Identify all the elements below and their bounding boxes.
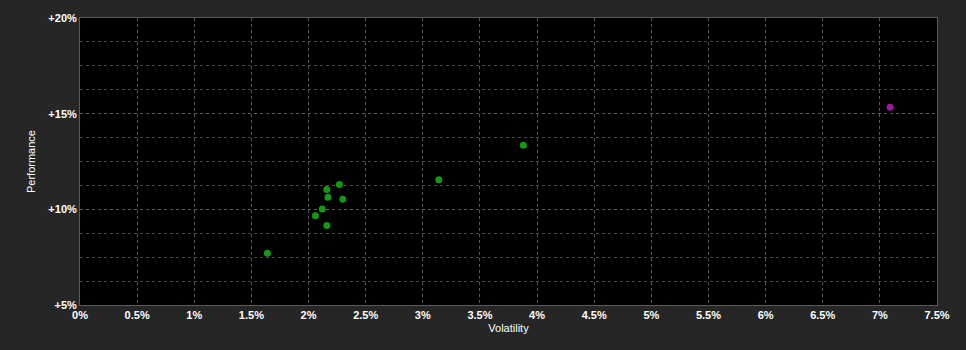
svg-text:+5%: +5% — [54, 299, 77, 311]
svg-text:7%: 7% — [872, 309, 888, 321]
svg-text:4.5%: 4.5% — [582, 309, 607, 321]
svg-text:Volatility: Volatility — [488, 322, 529, 334]
svg-text:1.5%: 1.5% — [239, 309, 264, 321]
svg-text:6.5%: 6.5% — [810, 309, 835, 321]
svg-text:+20%: +20% — [48, 12, 77, 24]
svg-text:0.5%: 0.5% — [125, 309, 150, 321]
svg-text:Performance: Performance — [25, 130, 37, 193]
svg-text:7.5%: 7.5% — [924, 309, 949, 321]
svg-text:0%: 0% — [72, 309, 88, 321]
svg-text:2%: 2% — [301, 309, 317, 321]
svg-text:+15%: +15% — [48, 108, 77, 120]
svg-text:2.5%: 2.5% — [353, 309, 378, 321]
svg-text:6%: 6% — [758, 309, 774, 321]
svg-text:3%: 3% — [415, 309, 431, 321]
svg-text:3.5%: 3.5% — [467, 309, 492, 321]
svg-text:1%: 1% — [186, 309, 202, 321]
svg-text:5.5%: 5.5% — [696, 309, 721, 321]
svg-text:5%: 5% — [643, 309, 659, 321]
svg-text:4%: 4% — [529, 309, 545, 321]
svg-text:+10%: +10% — [48, 203, 77, 215]
